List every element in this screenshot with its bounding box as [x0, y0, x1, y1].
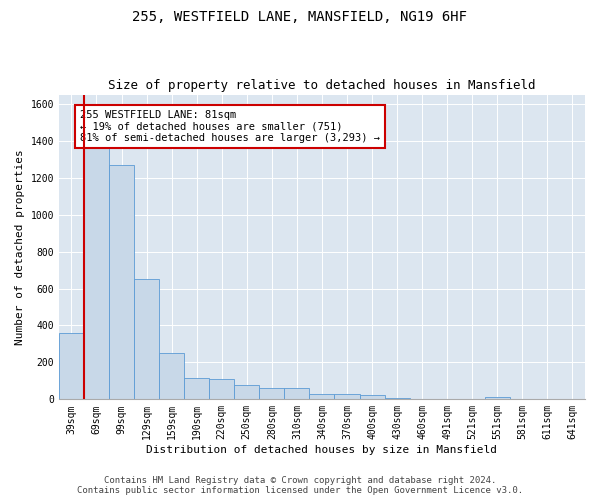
- Bar: [134, 280, 159, 400]
- Bar: [234, 386, 259, 400]
- Bar: [334, 394, 359, 400]
- Text: 255 WESTFIELD LANE: 81sqm
← 19% of detached houses are smaller (751)
81% of semi: 255 WESTFIELD LANE: 81sqm ← 19% of detac…: [80, 110, 380, 143]
- Bar: [259, 388, 284, 400]
- Bar: [109, 164, 134, 400]
- X-axis label: Distribution of detached houses by size in Mansfield: Distribution of detached houses by size …: [146, 445, 497, 455]
- Bar: [59, 333, 84, 400]
- Y-axis label: Number of detached properties: Number of detached properties: [15, 149, 25, 345]
- Bar: [485, 396, 510, 400]
- Bar: [209, 380, 234, 400]
- Text: 255, WESTFIELD LANE, MANSFIELD, NG19 6HF: 255, WESTFIELD LANE, MANSFIELD, NG19 6HF: [133, 10, 467, 24]
- Text: Contains HM Land Registry data © Crown copyright and database right 2024.
Contai: Contains HM Land Registry data © Crown c…: [77, 476, 523, 495]
- Bar: [359, 396, 385, 400]
- Title: Size of property relative to detached houses in Mansfield: Size of property relative to detached ho…: [108, 79, 536, 92]
- Bar: [385, 398, 410, 400]
- Bar: [284, 388, 310, 400]
- Bar: [159, 353, 184, 400]
- Bar: [184, 378, 209, 400]
- Bar: [310, 394, 334, 400]
- Bar: [84, 122, 109, 400]
